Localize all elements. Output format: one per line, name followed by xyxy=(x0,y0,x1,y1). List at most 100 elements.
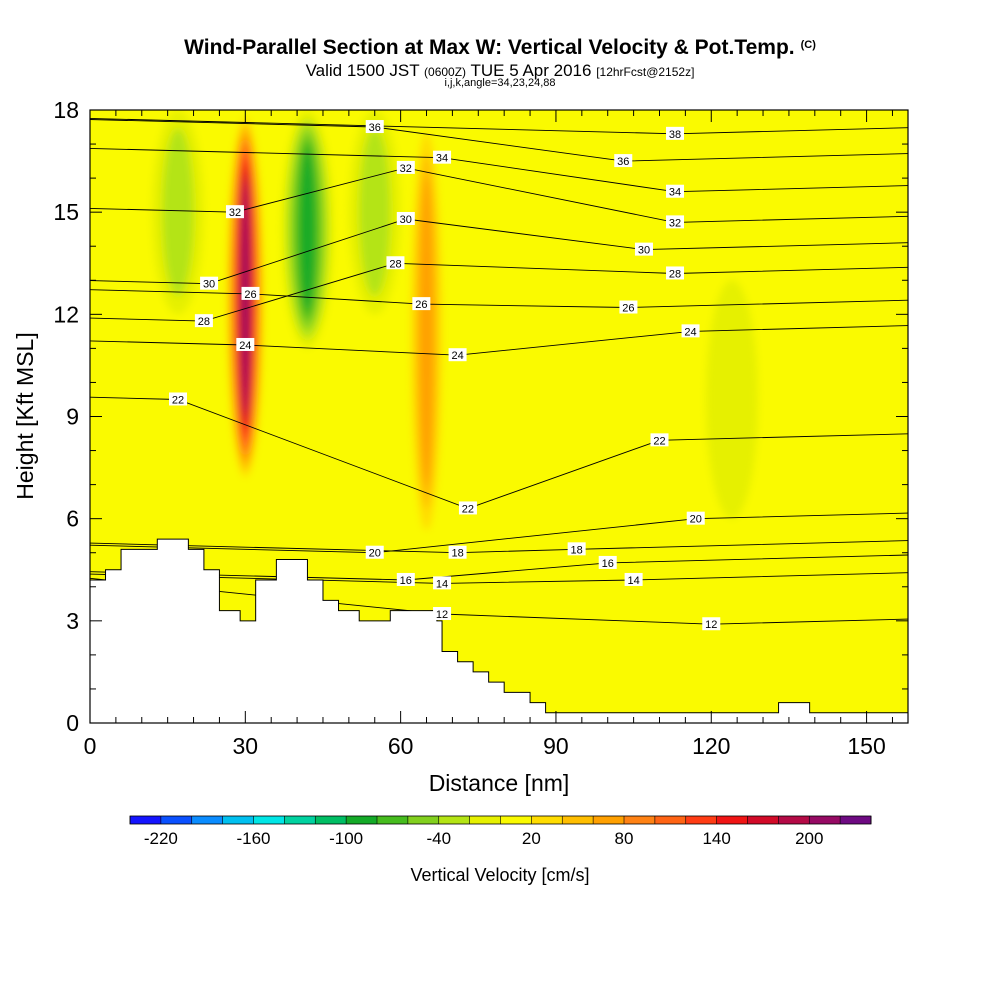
isentrope-label-22-1: 22 xyxy=(458,501,477,515)
isentrope-label-26-0: 26 xyxy=(241,286,260,301)
isentrope-label-32-2: 32 xyxy=(666,215,685,229)
isentrope-label-36-1: 36 xyxy=(614,154,633,168)
colorbar-swatch xyxy=(315,816,347,824)
isentrope-label-text: 22 xyxy=(653,435,665,447)
terrain xyxy=(90,538,908,723)
colorbar-swatch xyxy=(593,816,625,824)
isentrope-label-box xyxy=(458,501,477,515)
isentrope-label-text: 14 xyxy=(627,575,639,587)
isentrope-label-24-1: 24 xyxy=(448,348,467,362)
isentrope-label-20-0: 20 xyxy=(365,545,384,560)
chart-subtitle: Valid 1500 JST (0600Z) TUE 5 Apr 2016 [1… xyxy=(0,61,1000,81)
isentrope-label-text: 26 xyxy=(244,289,256,301)
isentrope-label-38-0: 38 xyxy=(666,126,685,141)
updraft-core-1 xyxy=(419,176,434,487)
isentrope-label-28-2: 28 xyxy=(666,266,685,280)
isentrope-label-34-0: 34 xyxy=(433,150,452,165)
isentrope-label-box xyxy=(666,126,685,140)
y-axis-label: Height [Kft MSL] xyxy=(12,332,38,499)
downdraft-core-2 xyxy=(359,128,391,296)
isentrope-label-text: 12 xyxy=(436,609,448,621)
downdraft-core-3 xyxy=(705,280,758,519)
isentrope-14 xyxy=(90,572,908,584)
isentrope-label-text: 16 xyxy=(602,558,614,570)
colorbar-tick-label: 140 xyxy=(702,829,730,848)
isentrope-label-box xyxy=(666,215,685,229)
valid-prefix: Valid 1500 JST xyxy=(305,61,420,80)
isentrope-label-14-0: 14 xyxy=(433,576,452,590)
isentrope-label-box xyxy=(681,324,700,338)
colorbar-tick-label: -220 xyxy=(144,829,178,848)
x-tick-label: 120 xyxy=(692,733,730,759)
chart-title: Wind-Parallel Section at Max W: Vertical… xyxy=(0,36,1000,60)
isentrope-label-12-1: 12 xyxy=(702,617,721,631)
isentrope-label-34-1: 34 xyxy=(666,184,685,199)
isentrope-label-12-0: 12 xyxy=(433,607,452,621)
colorbar: -220 -160 -100 -40 20 80 140 200 xyxy=(129,815,872,848)
isentrope-label-box xyxy=(365,545,384,559)
isentrope-label-box xyxy=(666,266,685,280)
colorbar-swatch xyxy=(624,816,656,824)
isentrope-label-text: 26 xyxy=(415,299,427,311)
isentrope-label-text: 26 xyxy=(622,303,634,315)
isentrope-label-box xyxy=(598,555,617,569)
y-tick-label: 3 xyxy=(66,608,79,634)
isentrope-label-16-1: 16 xyxy=(598,555,617,570)
y-tick-label: 6 xyxy=(66,506,79,532)
colorbar-swatch xyxy=(500,816,532,824)
isentrope-label-22-2: 22 xyxy=(650,433,669,447)
isentrope-label-text: 28 xyxy=(198,316,210,328)
colorbar-swatch xyxy=(407,816,440,824)
isentrope-label-text: 12 xyxy=(705,619,717,631)
isentrope-label-text: 14 xyxy=(436,578,448,590)
isentrope-label-28-0: 28 xyxy=(194,314,213,328)
isentrope-label-box xyxy=(619,300,638,314)
colorbar-swatch xyxy=(284,816,316,824)
isentrope-label-14-1: 14 xyxy=(624,572,643,587)
x-tick-label: 60 xyxy=(388,733,414,759)
isentrope-label-18-0: 18 xyxy=(448,545,467,560)
colorbar-tick-label: -160 xyxy=(236,829,270,848)
isentrope-label-text: 30 xyxy=(400,214,412,226)
isentrope-20 xyxy=(90,512,908,554)
isentrope-label-16-0: 16 xyxy=(396,572,415,587)
downdraft-core-0 xyxy=(300,149,315,310)
isentrope-label-box xyxy=(448,545,467,559)
isentrope-label-box xyxy=(634,242,653,256)
isentrope-label-box xyxy=(169,392,188,406)
isentrope-label-box xyxy=(686,511,705,525)
isentrope-label-text: 28 xyxy=(669,268,681,280)
valid-date: TUE 5 Apr 2016 xyxy=(470,61,592,80)
isentrope-18 xyxy=(90,540,908,554)
isentrope-label-text: 18 xyxy=(451,548,463,560)
colorbar-swatch xyxy=(130,816,162,824)
isentrope-label-text: 32 xyxy=(400,163,412,175)
isentrope-label-text: 36 xyxy=(369,122,381,134)
isentrope-label-text: 20 xyxy=(690,514,702,526)
isentrope-label-text: 24 xyxy=(451,350,463,362)
y-tick-label: 9 xyxy=(66,404,79,430)
downdraft-core-1 xyxy=(162,128,194,296)
isentrope-label-box xyxy=(236,337,255,351)
x-tick-label: 0 xyxy=(84,733,97,759)
isentrope-label-text: 18 xyxy=(571,544,583,556)
colorbar-swatch xyxy=(160,816,193,824)
x-axis: 0 30 60 90 120 150 xyxy=(84,110,893,759)
isentrope-labels: 12 12 14 14 16 16 18 18 20 20 22 22 22 24 24 24 26 26 26 28… xyxy=(169,120,721,631)
isentrope-label-26-1: 26 xyxy=(412,297,431,311)
colorbar-swatch xyxy=(778,816,810,824)
colorbar-swatch xyxy=(191,816,224,824)
isentrope-label-36-0: 36 xyxy=(365,120,384,134)
colorbar-swatch xyxy=(840,816,872,824)
isentrope-label-32-0: 32 xyxy=(225,205,244,219)
plot-area: 12 12 14 14 16 16 18 18 20 20 22 22 22 24 24 24 26 26 26 28… xyxy=(90,110,908,723)
isentrope-label-box xyxy=(433,576,452,590)
isentrope-label-text: 30 xyxy=(203,279,215,291)
forecast-tag: [12hrFcst@2152z] xyxy=(596,65,695,79)
isentrope-label-text: 38 xyxy=(669,129,681,141)
isentrope-16 xyxy=(90,554,908,581)
isentrope-label-22-0: 22 xyxy=(169,392,188,406)
isentrope-label-box xyxy=(365,120,384,134)
